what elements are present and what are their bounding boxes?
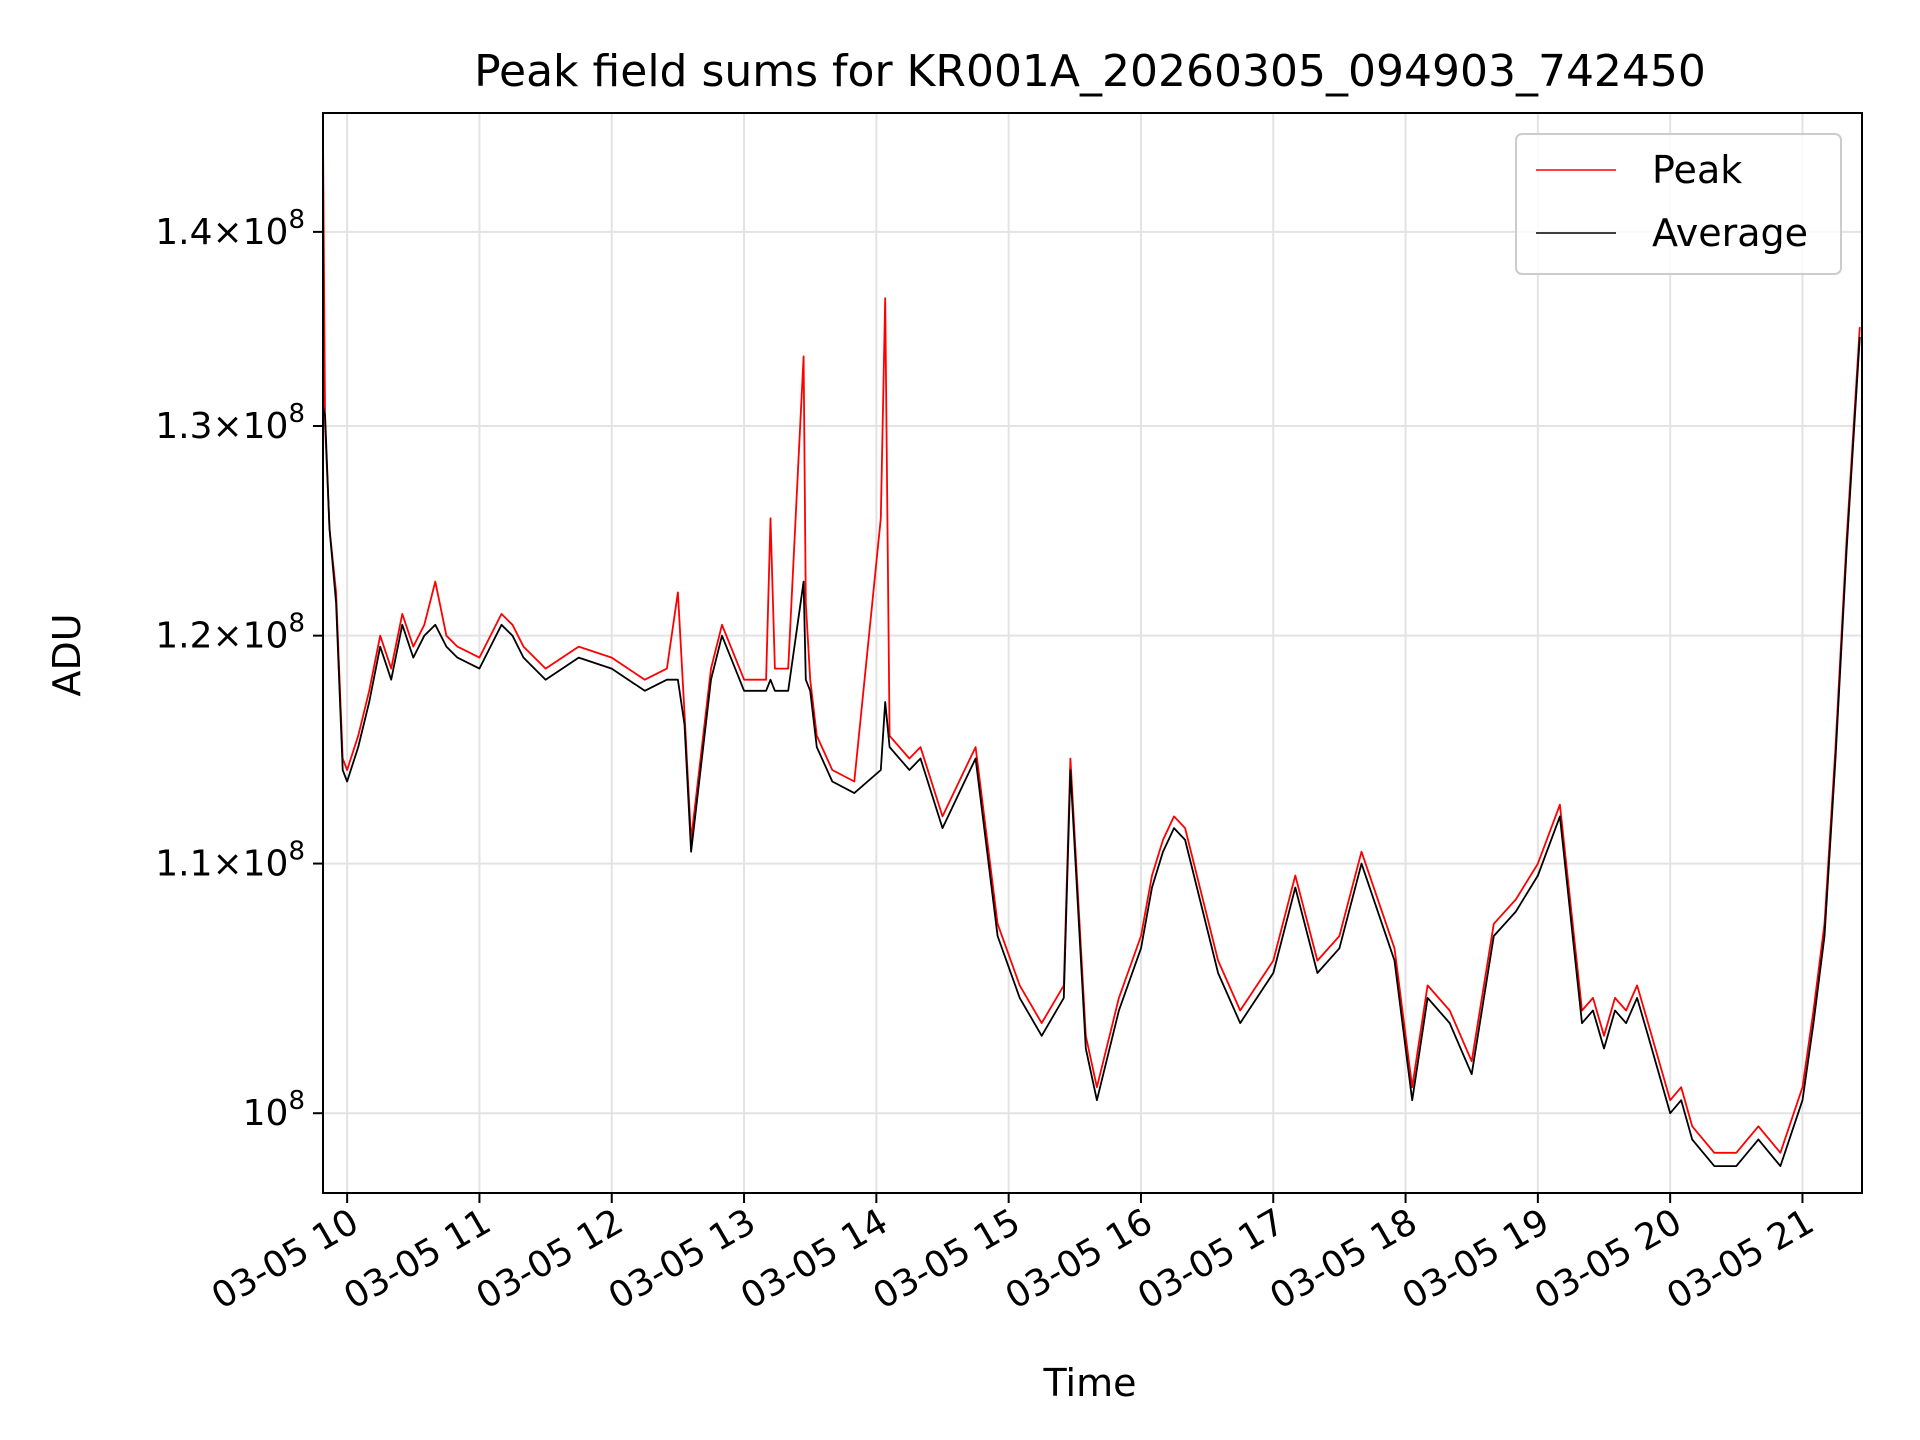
series-line-peak [322,121,1861,1154]
y-tick-label: 108 [243,1086,305,1134]
y-tick-label: 1.4×108 [155,205,305,253]
y-axis: 108 1.1×108 1.2×108 1.3×108 1.4×108 [155,205,323,1134]
x-axis-label: Time [1043,1361,1137,1405]
legend-box [1515,133,1842,275]
legend-label-average: Average [1652,211,1808,255]
plot-frame [322,112,1863,1194]
y-tick-label: 1.2×108 [155,609,305,657]
y-tick-label: 1.1×108 [155,837,305,885]
legend-label-peak: Peak [1652,148,1742,192]
y-axis-label: ADU [45,613,89,696]
series-layer [322,121,1861,1167]
grid [323,113,1862,1193]
legend: Peak Average [1515,133,1842,275]
y-tick-label: 1.3×108 [155,399,305,447]
chart-title: Peak field sums for KR001A_20260305_0949… [474,46,1706,97]
series-line-average [322,336,1861,1167]
